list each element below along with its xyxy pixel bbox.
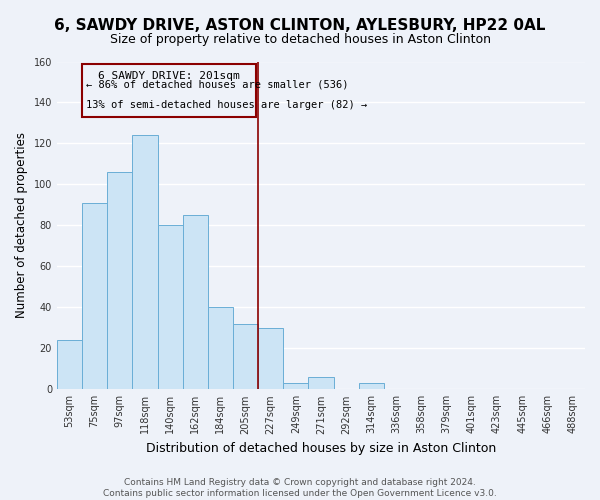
Text: 6 SAWDY DRIVE: 201sqm: 6 SAWDY DRIVE: 201sqm [98,71,239,81]
Text: Contains HM Land Registry data © Crown copyright and database right 2024.
Contai: Contains HM Land Registry data © Crown c… [103,478,497,498]
Text: 6, SAWDY DRIVE, ASTON CLINTON, AYLESBURY, HP22 0AL: 6, SAWDY DRIVE, ASTON CLINTON, AYLESBURY… [55,18,545,32]
Bar [107,172,133,390]
Bar [133,136,158,390]
Bar [82,203,107,390]
Bar [359,383,384,390]
Bar [308,377,334,390]
Bar [233,324,258,390]
Bar [208,308,233,390]
Text: Size of property relative to detached houses in Aston Clinton: Size of property relative to detached ho… [110,32,491,46]
X-axis label: Distribution of detached houses by size in Aston Clinton: Distribution of detached houses by size … [146,442,496,455]
Y-axis label: Number of detached properties: Number of detached properties [15,132,28,318]
FancyBboxPatch shape [82,64,256,117]
Bar [158,226,182,390]
Bar [182,215,208,390]
Bar [283,383,308,390]
Text: ← 86% of detached houses are smaller (536): ← 86% of detached houses are smaller (53… [86,79,349,89]
Bar [57,340,82,390]
Text: 13% of semi-detached houses are larger (82) →: 13% of semi-detached houses are larger (… [86,100,367,110]
Bar [258,328,283,390]
